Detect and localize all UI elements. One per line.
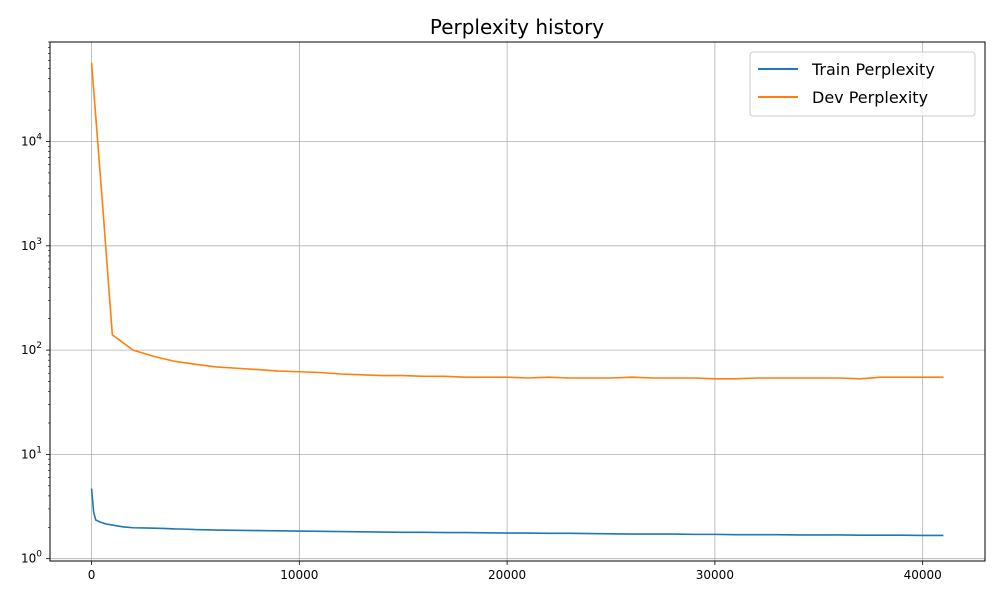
y-tick-base: 10: [21, 447, 36, 461]
y-tick-label: 103: [21, 237, 42, 253]
series-line-1: [90, 62, 944, 380]
x-tick-label: 0: [88, 568, 96, 582]
y-tick-exponent: 2: [36, 341, 42, 351]
y-tick-exponent: 4: [36, 133, 42, 143]
legend-label: Train Perplexity: [811, 60, 935, 79]
y-tick-base: 10: [21, 552, 36, 566]
y-tick-label: 101: [21, 445, 42, 461]
y-tick-exponent: 0: [36, 550, 42, 560]
y-tick-label: 100: [21, 550, 42, 566]
chart-title: Perplexity history: [430, 15, 604, 39]
y-tick-exponent: 1: [36, 445, 42, 455]
x-tick-label: 40000: [904, 568, 942, 582]
y-tick-exponent: 3: [36, 237, 42, 247]
x-tick-label: 30000: [696, 568, 734, 582]
legend: Train Perplexity Dev Perplexity: [749, 51, 976, 117]
y-tick-label: 102: [21, 341, 42, 357]
grid-layer: [50, 42, 985, 561]
y-tick-label: 104: [21, 133, 42, 149]
x-tick-label: 10000: [280, 568, 318, 582]
series-layer: [90, 62, 944, 537]
legend-label: Dev Perplexity: [812, 88, 928, 107]
plot-area-frame: [49, 41, 986, 562]
y-tick-base: 10: [21, 343, 36, 357]
x-tick-label: 20000: [488, 568, 526, 582]
y-tick-base: 10: [21, 239, 36, 253]
series-line-0: [90, 488, 944, 537]
y-tick-base: 10: [21, 135, 36, 149]
legend-box: [749, 51, 976, 117]
